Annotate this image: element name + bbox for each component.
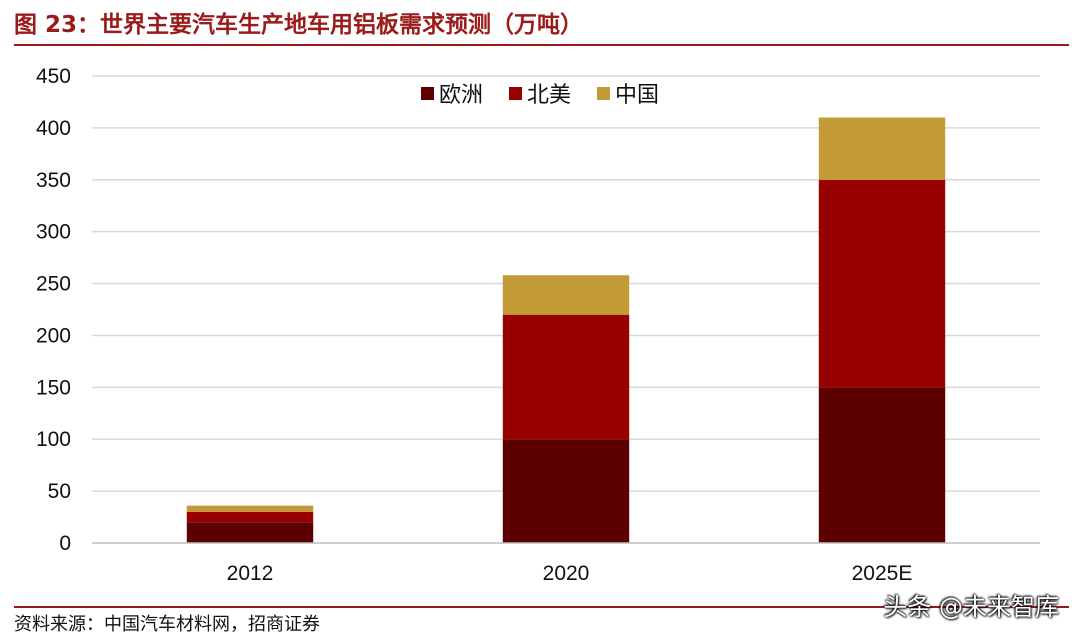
watermark: 头条 @未来智库: [883, 593, 1059, 621]
x-tick-label: 2012: [227, 562, 274, 585]
legend-label: 北美: [527, 83, 571, 108]
source-note: 资料来源：中国汽车材料网，招商证券: [14, 614, 320, 635]
legend-swatch: [597, 87, 610, 100]
bar-segment: [186, 505, 314, 512]
legend-swatch: [421, 87, 434, 100]
bar-segment: [818, 117, 946, 180]
bar-segment: [502, 314, 630, 440]
legend-label: 欧洲: [439, 83, 483, 108]
y-tick-label: 200: [36, 324, 71, 347]
y-tick-label: 400: [36, 117, 71, 140]
y-tick-label: 350: [36, 169, 71, 192]
bar-segment: [818, 179, 946, 388]
x-axis: 2012 2020 2025E: [92, 542, 1040, 585]
y-tick-label: 300: [36, 221, 71, 244]
y-tick-label: 250: [36, 273, 71, 296]
bar-segment: [502, 275, 630, 315]
bar-segment: [818, 387, 946, 543]
y-tick-label: 100: [36, 428, 71, 451]
footer-divider: [14, 606, 1069, 608]
bar-segment: [186, 511, 314, 523]
y-tick-label: 150: [36, 376, 71, 399]
legend: 欧洲 北美 中国: [421, 83, 659, 108]
figure-title: 图 23：世界主要汽车生产地车用铝板需求预测（万吨）: [14, 12, 584, 38]
legend-label: 中国: [615, 83, 659, 108]
stacked-bar-chart: 0 50 100 150 200 250 300 350 400 450 2012 2020 2025…: [36, 65, 1040, 585]
bar-segment: [186, 522, 314, 543]
y-tick-label: 50: [48, 480, 71, 503]
legend-swatch: [509, 87, 522, 100]
x-tick-label: 2020: [543, 562, 590, 585]
bar-segment: [502, 439, 630, 543]
x-tick-label: 2025E: [852, 562, 913, 585]
bars: [186, 117, 946, 543]
y-axis-ticks: 0 50 100 150 200 250 300 350 400 450: [36, 65, 71, 555]
y-tick-label: 450: [36, 65, 71, 88]
y-tick-label: 0: [59, 532, 71, 555]
title-divider: [14, 44, 1069, 46]
